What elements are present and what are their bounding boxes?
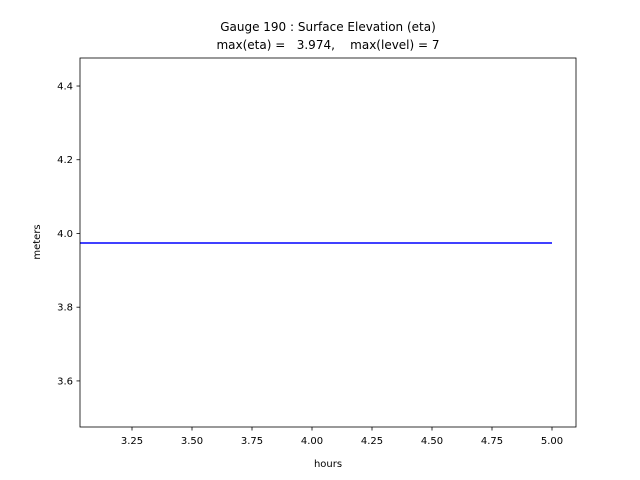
y-tick-label: 3.8 — [57, 303, 73, 314]
y-axis-label: meters — [32, 224, 43, 259]
axes-frame — [79, 57, 577, 428]
x-tick-label: 3.75 — [241, 436, 263, 447]
x-axis-label: hours — [314, 459, 342, 470]
x-tick-label: 3.50 — [181, 436, 203, 447]
x-tick-label: 4.50 — [421, 436, 443, 447]
x-tick-label: 3.25 — [121, 436, 143, 447]
x-tick-label: 4.00 — [301, 436, 323, 447]
y-tick-label: 4.2 — [57, 155, 73, 166]
x-tick-label: 4.75 — [481, 436, 503, 447]
x-tick-label: 4.25 — [361, 436, 383, 447]
y-tick-label: 3.6 — [57, 376, 73, 387]
chart-title: Gauge 190 : Surface Elevation (eta) — [220, 20, 436, 34]
y-tick-label: 4.0 — [57, 229, 73, 240]
y-tick-label: 4.4 — [57, 82, 73, 93]
chart-subtitle: max(eta) = 3.974, max(level) = 7 — [216, 38, 439, 52]
x-tick-label: 5.00 — [541, 436, 563, 447]
